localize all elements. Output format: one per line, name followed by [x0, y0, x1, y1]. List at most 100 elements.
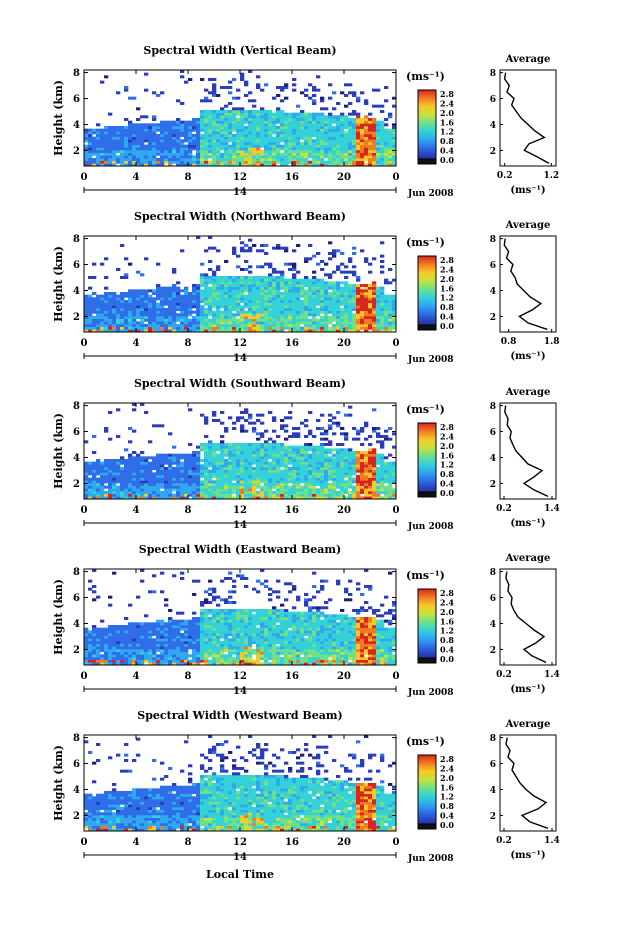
heatmap-cell: [116, 657, 120, 660]
heatmap-cell: [272, 118, 276, 121]
heatmap-cell: [212, 147, 216, 150]
heatmap-cell: [152, 464, 156, 467]
heatmap-cell: [364, 142, 368, 145]
heatmap-cell: [360, 147, 364, 150]
heatmap-cell: [244, 491, 248, 494]
heatmap-cell: [304, 491, 308, 494]
heatmap-cell: [376, 137, 380, 140]
heatmap-cell: [288, 300, 292, 303]
heatmap-cell: [240, 470, 244, 473]
average-y-tick-label: 2: [490, 480, 496, 490]
heatmap-cell: [84, 319, 88, 322]
heatmap-cell: [332, 456, 336, 459]
heatmap-cell: [208, 305, 212, 308]
heatmap-cell: [220, 448, 224, 451]
heatmap-cell: [360, 467, 364, 470]
y-tick-label: 6: [73, 427, 80, 438]
heatmap-cell: [260, 134, 264, 137]
heatmap-cell: [320, 131, 324, 134]
heatmap-cell: [128, 263, 132, 266]
heatmap-cell: [260, 142, 264, 145]
heatmap-cell: [188, 150, 192, 153]
heatmap-cell: [124, 486, 128, 489]
heatmap-cell: [124, 147, 128, 150]
heatmap-cell: [200, 158, 204, 161]
heatmap-cell: [148, 313, 152, 316]
heatmap-cell: [352, 295, 356, 298]
heatmap-cell: [276, 472, 280, 475]
heatmap-cell: [180, 478, 184, 481]
heatmap-cell: [212, 131, 216, 134]
heatmap-cell: [300, 147, 304, 150]
heatmap-cell: [332, 271, 336, 274]
heatmap-cell: [248, 483, 252, 486]
heatmap-cell: [344, 488, 348, 491]
heatmap-cell: [172, 131, 176, 134]
heatmap-cell: [104, 480, 108, 483]
heatmap-cell: [260, 422, 264, 425]
heatmap-cell: [188, 161, 192, 164]
heatmap-cell: [280, 139, 284, 142]
heatmap-cell: [176, 295, 180, 298]
heatmap-cell: [112, 126, 116, 129]
heatmap-cell: [108, 636, 112, 639]
heatmap-cell: [316, 263, 320, 266]
heatmap-cell: [308, 470, 312, 473]
heatmap-cell: [360, 316, 364, 319]
heatmap-cell: [88, 470, 92, 473]
heatmap-cell: [376, 491, 380, 494]
heatmap-cell: [284, 86, 288, 89]
heatmap-cell: [208, 161, 212, 164]
heatmap-cell: [200, 483, 204, 486]
heatmap-cell: [116, 408, 120, 411]
heatmap-cell: [208, 491, 212, 494]
heatmap-cell: [100, 633, 104, 636]
heatmap-cell: [248, 454, 252, 457]
heatmap-cell: [104, 470, 108, 473]
heatmap-cell: [384, 462, 388, 465]
heatmap-cell: [84, 636, 88, 639]
heatmap-cell: [92, 137, 96, 140]
heatmap-cell: [216, 158, 220, 161]
heatmap-cell: [348, 139, 352, 142]
heatmap-cell: [316, 281, 320, 284]
heatmap-cell: [248, 110, 252, 113]
heatmap-cell: [148, 327, 152, 330]
heatmap-cell: [224, 110, 228, 113]
heatmap-cell: [292, 158, 296, 161]
heatmap-cell: [224, 488, 228, 491]
heatmap-cell: [140, 319, 144, 322]
heatmap-cell: [212, 150, 216, 153]
heatmap-cell: [288, 158, 292, 161]
heatmap-cell: [288, 454, 292, 457]
heatmap-cell: [148, 150, 152, 153]
heatmap-cell: [328, 97, 332, 100]
heatmap-cell: [196, 134, 200, 137]
heatmap-cell: [272, 308, 276, 311]
heatmap-cell: [136, 313, 140, 316]
heatmap-cell: [116, 139, 120, 142]
heatmap-cell: [388, 305, 392, 308]
heatmap-cell: [352, 480, 356, 483]
heatmap-cell: [316, 126, 320, 129]
heatmap-cell: [288, 308, 292, 311]
heatmap-cell: [348, 313, 352, 316]
heatmap-cell: [280, 281, 284, 284]
heatmap-cell: [156, 327, 160, 330]
heatmap-cell: [256, 295, 260, 298]
heatmap-cell: [324, 147, 328, 150]
heatmap-cell: [180, 249, 184, 252]
heatmap-cell: [224, 131, 228, 134]
heatmap-cell: [380, 470, 384, 473]
heatmap-cell: [364, 292, 368, 295]
heatmap-cell: [84, 628, 88, 631]
heatmap-cell: [192, 451, 196, 454]
heatmap-cell: [216, 142, 220, 145]
heatmap-cell: [240, 75, 244, 78]
heatmap-cell: [280, 276, 284, 279]
heatmap-cell: [84, 654, 88, 657]
heatmap-cell: [200, 142, 204, 145]
heatmap-cell: [248, 478, 252, 481]
heatmap-cell: [296, 454, 300, 457]
heatmap-cell: [348, 137, 352, 140]
